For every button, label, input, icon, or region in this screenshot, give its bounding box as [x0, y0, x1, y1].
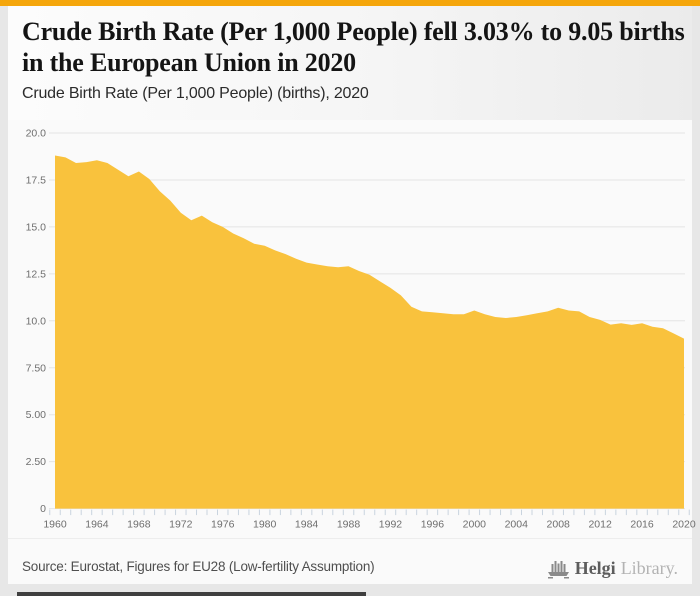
y-axis-label: 12.5	[26, 268, 47, 280]
x-axis-label: 1976	[211, 519, 235, 531]
x-axis-label: 1984	[295, 519, 319, 531]
x-axis-label: 2016	[630, 519, 654, 531]
helgi-library-logo[interactable]: Helgi Library.	[547, 555, 678, 581]
chart-area: 20.0 17.5 15.0 12.5 10.0 7.50 5.00 2.50 0 1960 196…	[0, 118, 700, 538]
y-axis-label: 2.50	[26, 456, 47, 468]
source-attribution: Source: Eurostat, Figures for EU28 (Low-…	[22, 559, 375, 574]
chart-footer: Source: Eurostat, Figures for EU28 (Low-…	[8, 538, 692, 585]
x-axis-label: 1988	[337, 519, 361, 531]
y-axis-label: 10.0	[26, 315, 47, 327]
y-axis-label: 15.0	[26, 221, 47, 233]
y-axis-label: 7.50	[26, 362, 47, 374]
x-axis-label: 1968	[127, 519, 151, 531]
logo-text-library: Library.	[620, 557, 678, 578]
y-axis-label: 5.00	[26, 409, 47, 421]
area-series	[55, 155, 684, 509]
x-axis-label: 1992	[379, 519, 403, 531]
helgi-library-logo-icon	[547, 560, 569, 578]
x-axis-label: 1972	[169, 519, 193, 531]
accent-top-bar	[0, 0, 700, 6]
x-axis-label: 2012	[588, 519, 612, 531]
x-axis-label: 2008	[547, 519, 571, 531]
x-axis-label: 1996	[421, 519, 445, 531]
page-title: Crude Birth Rate (Per 1,000 People) fell…	[22, 17, 685, 77]
bottom-dark-strip	[17, 592, 366, 596]
logo-text-helgi: Helgi	[574, 557, 616, 578]
birth-rate-area-chart: 20.0 17.5 15.0 12.5 10.0 7.50 5.00 2.50 0 1960 196…	[26, 128, 696, 531]
x-axis-label: 2020	[672, 519, 696, 531]
x-axis-label: 2000	[463, 519, 487, 531]
page-content: Crude Birth Rate (Per 1,000 People) fell…	[8, 0, 696, 585]
x-axis-label: 2004	[505, 519, 529, 531]
y-axis-label: 20.0	[26, 128, 47, 140]
x-axis-label: 1964	[85, 519, 109, 531]
chart-subtitle: Crude Birth Rate (Per 1,000 People) (bir…	[22, 85, 369, 102]
x-axis-label: 1980	[253, 519, 277, 531]
y-axis-label: 17.5	[26, 174, 47, 186]
chart-header: Crude Birth Rate (Per 1,000 People) fell…	[8, 6, 692, 120]
y-axis-label: 0	[40, 503, 46, 515]
x-axis-label: 1960	[43, 519, 67, 531]
